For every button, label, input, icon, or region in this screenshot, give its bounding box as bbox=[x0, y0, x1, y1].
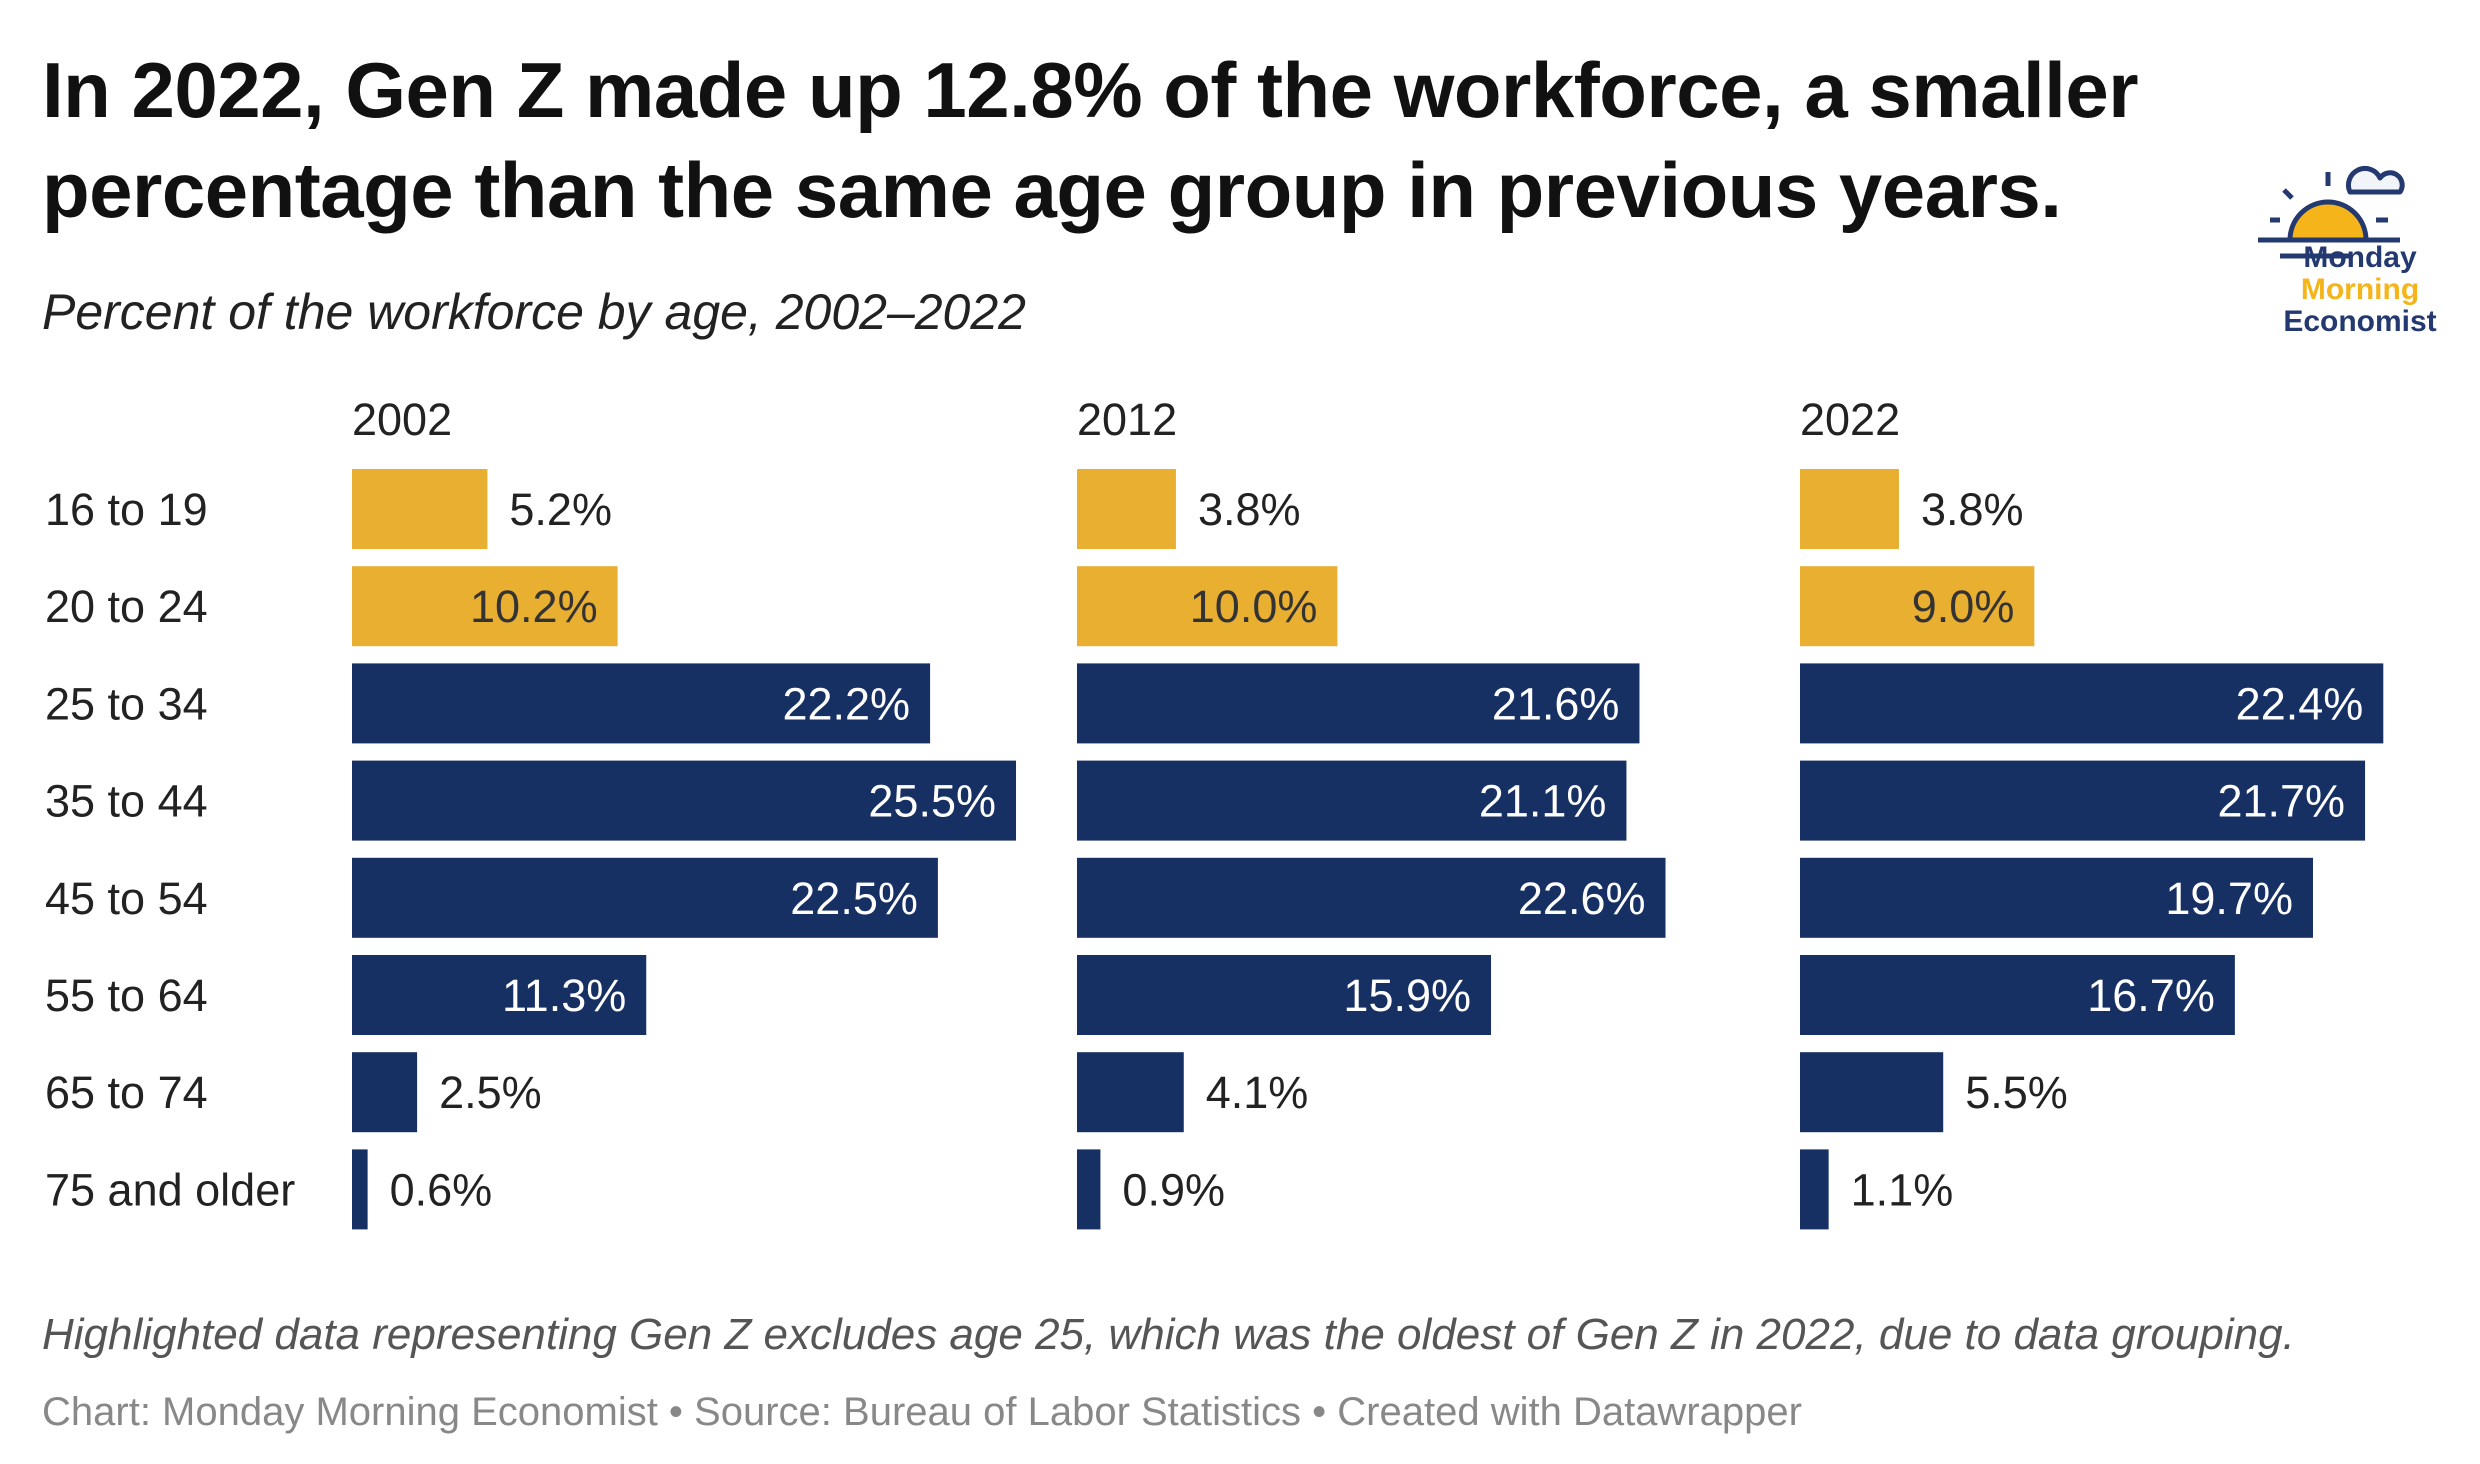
bar-2022-20-to-24 bbox=[1800, 566, 2035, 647]
data-label: 0.6% bbox=[390, 1164, 493, 1215]
data-label: 22.2% bbox=[782, 678, 910, 729]
data-label: 16.7% bbox=[2087, 970, 2215, 1021]
data-label: 10.0% bbox=[1190, 581, 1318, 632]
bar-2002-55-to-64 bbox=[352, 955, 647, 1035]
data-label: 3.8% bbox=[1198, 484, 1301, 535]
bar-2022-75-and-older bbox=[1800, 1149, 1829, 1230]
category-label: 16 to 19 bbox=[45, 484, 208, 535]
bar-2022-65-to-74 bbox=[1800, 1052, 1944, 1133]
series-header-2002: 2002 bbox=[352, 394, 452, 445]
bar-2012-25-to-34 bbox=[1077, 663, 1640, 744]
data-label: 22.5% bbox=[790, 873, 918, 924]
logo-word-economist: Economist bbox=[2283, 305, 2437, 338]
chart-credit: Chart: Monday Morning Economist • Source… bbox=[42, 1390, 1802, 1434]
data-label: 21.7% bbox=[2217, 776, 2345, 827]
category-label: 45 to 54 bbox=[45, 873, 208, 924]
category-label: 35 to 44 bbox=[45, 776, 208, 827]
chart-title: In 2022, Gen Z made up 12.8% of the work… bbox=[42, 40, 2139, 240]
category-label: 20 to 24 bbox=[45, 581, 208, 632]
bar-2012-55-to-64 bbox=[1077, 955, 1492, 1035]
bar-2002-35-to-44 bbox=[352, 760, 1017, 841]
chart-note: Highlighted data representing Gen Z excl… bbox=[42, 1310, 2295, 1359]
series-header-2022: 2022 bbox=[1800, 394, 1900, 445]
logo-word-monday: Monday bbox=[2303, 241, 2417, 274]
bar-2002-20-to-24 bbox=[352, 566, 618, 647]
data-label: 9.0% bbox=[1912, 581, 2015, 632]
data-label: 11.3% bbox=[502, 970, 626, 1021]
data-label: 21.1% bbox=[1479, 776, 1607, 827]
bar-2012-75-and-older bbox=[1077, 1149, 1101, 1230]
data-label: 3.8% bbox=[1921, 484, 2024, 535]
data-label: 1.1% bbox=[1851, 1164, 1954, 1215]
bar-2002-16-to-19 bbox=[352, 469, 488, 549]
monday-morning-economist-logo: Monday Morning Economist bbox=[2250, 150, 2470, 350]
bar-2002-25-to-34 bbox=[352, 663, 931, 744]
title-line-1: In 2022, Gen Z made up 12.8% of the work… bbox=[42, 46, 2139, 134]
category-label: 75 and older bbox=[45, 1164, 295, 1215]
bar-2012-16-to-19 bbox=[1077, 469, 1176, 549]
bar-2022-35-to-44 bbox=[1800, 760, 2366, 841]
data-label: 15.9% bbox=[1343, 970, 1471, 1021]
bar-2022-16-to-19 bbox=[1800, 469, 1899, 549]
data-label: 22.4% bbox=[2236, 678, 2364, 729]
bar-2012-20-to-24 bbox=[1077, 566, 1338, 647]
data-label: 5.2% bbox=[509, 484, 612, 535]
data-label: 10.2% bbox=[470, 581, 598, 632]
sunrise-icon bbox=[2258, 165, 2405, 259]
bar-2002-65-to-74 bbox=[352, 1052, 418, 1133]
series-header-2012: 2012 bbox=[1077, 394, 1177, 445]
data-label: 2.5% bbox=[439, 1067, 542, 1118]
category-label: 65 to 74 bbox=[45, 1067, 208, 1118]
data-label: 25.5% bbox=[868, 776, 996, 827]
bar-2012-35-to-44 bbox=[1077, 760, 1627, 841]
bar-2022-25-to-34 bbox=[1800, 663, 2384, 744]
bar-2022-55-to-64 bbox=[1800, 955, 2235, 1035]
data-label: 5.5% bbox=[1965, 1067, 2068, 1118]
bar-2002-75-and-older bbox=[352, 1149, 368, 1230]
bar-2012-45-to-54 bbox=[1077, 857, 1666, 938]
data-label: 0.9% bbox=[1122, 1164, 1225, 1215]
title-line-2: percentage than the same age group in pr… bbox=[42, 146, 2062, 234]
data-label: 4.1% bbox=[1206, 1067, 1309, 1118]
logo-word-morning: Morning bbox=[2300, 273, 2420, 306]
data-label: 21.6% bbox=[1492, 678, 1620, 729]
bar-2002-45-to-54 bbox=[352, 857, 938, 938]
bar-2012-65-to-74 bbox=[1077, 1052, 1184, 1133]
data-label: 19.7% bbox=[2165, 873, 2293, 924]
chart-subtitle: Percent of the workforce by age, 2002–20… bbox=[42, 284, 1026, 340]
data-label: 22.6% bbox=[1518, 873, 1646, 924]
bar-2022-45-to-54 bbox=[1800, 857, 2313, 938]
category-label: 25 to 34 bbox=[45, 678, 208, 729]
category-label: 55 to 64 bbox=[45, 970, 208, 1021]
